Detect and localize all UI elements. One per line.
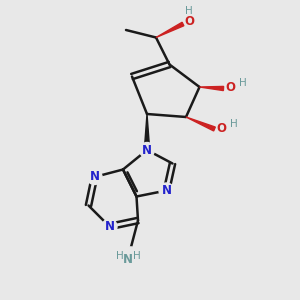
Polygon shape	[156, 22, 184, 38]
Text: N: N	[123, 253, 133, 266]
Text: H: H	[133, 250, 141, 261]
Text: H: H	[185, 6, 193, 16]
Text: N: N	[161, 184, 172, 197]
Text: H: H	[116, 250, 124, 261]
Circle shape	[102, 219, 117, 234]
Text: H: H	[239, 78, 247, 88]
Text: O: O	[226, 81, 236, 94]
Circle shape	[159, 183, 174, 198]
Circle shape	[140, 142, 154, 158]
Text: N: N	[142, 143, 152, 157]
Circle shape	[120, 247, 141, 268]
Text: O: O	[217, 122, 226, 135]
Text: N: N	[104, 220, 115, 233]
Text: O: O	[184, 14, 194, 28]
Polygon shape	[186, 117, 215, 131]
Polygon shape	[144, 114, 150, 150]
Circle shape	[87, 169, 102, 184]
Polygon shape	[200, 86, 224, 91]
Text: H: H	[230, 119, 238, 129]
Text: N: N	[89, 170, 100, 184]
